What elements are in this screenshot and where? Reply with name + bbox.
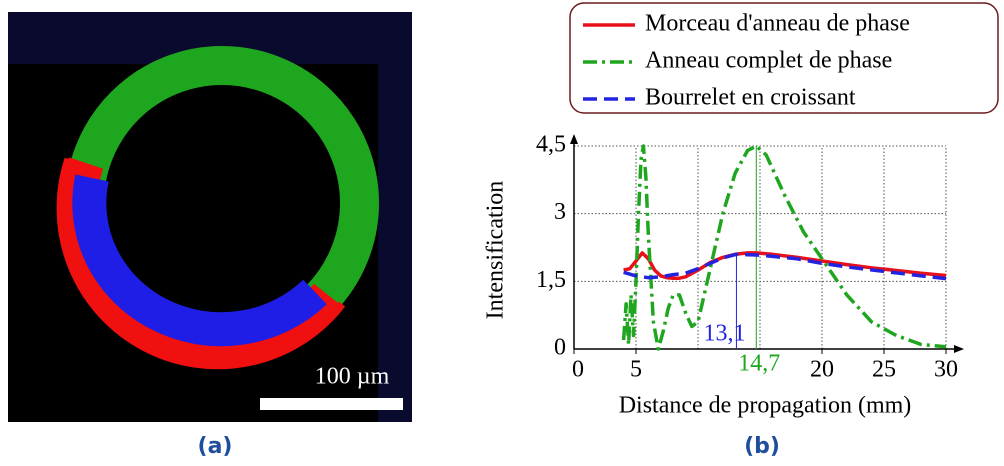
- caption: (b): [744, 434, 780, 459]
- annotation-label: 14,7: [738, 351, 780, 377]
- legend-box: [569, 2, 999, 114]
- y-tick-label: 4,5: [536, 132, 566, 158]
- scale-label: 100 µm: [315, 364, 390, 390]
- y-tick-label: 3: [554, 199, 566, 225]
- legend-label: Bourrelet en croissant: [645, 85, 856, 111]
- legend-label: Anneau complet de phase: [645, 48, 892, 74]
- x-tick-label: 0: [572, 357, 584, 383]
- x-tick-label: 30: [934, 357, 958, 383]
- x-axis-label: Distance de propagation (mm): [619, 393, 912, 419]
- annotation-label: 13,1: [703, 321, 745, 347]
- series-line: [621, 144, 947, 351]
- x-tick-label: 5: [630, 357, 642, 383]
- blue-crescent: [72, 174, 327, 347]
- y-tick-label: 0: [554, 335, 566, 361]
- y-axis-label: Intensification: [483, 181, 509, 320]
- legend-label: Morceau d'anneau de phase: [645, 11, 910, 37]
- x-tick-label: 25: [872, 357, 896, 383]
- series-line: [623, 252, 947, 281]
- ring-image: 100 µm: [8, 12, 412, 422]
- x-axis-arrow: [954, 345, 964, 353]
- y-axis-arrow: [570, 134, 578, 144]
- scale-bar: [260, 398, 403, 410]
- x-tick-label: 20: [810, 357, 834, 383]
- caption: (a): [198, 434, 233, 459]
- y-tick-label: 1,5: [536, 267, 566, 293]
